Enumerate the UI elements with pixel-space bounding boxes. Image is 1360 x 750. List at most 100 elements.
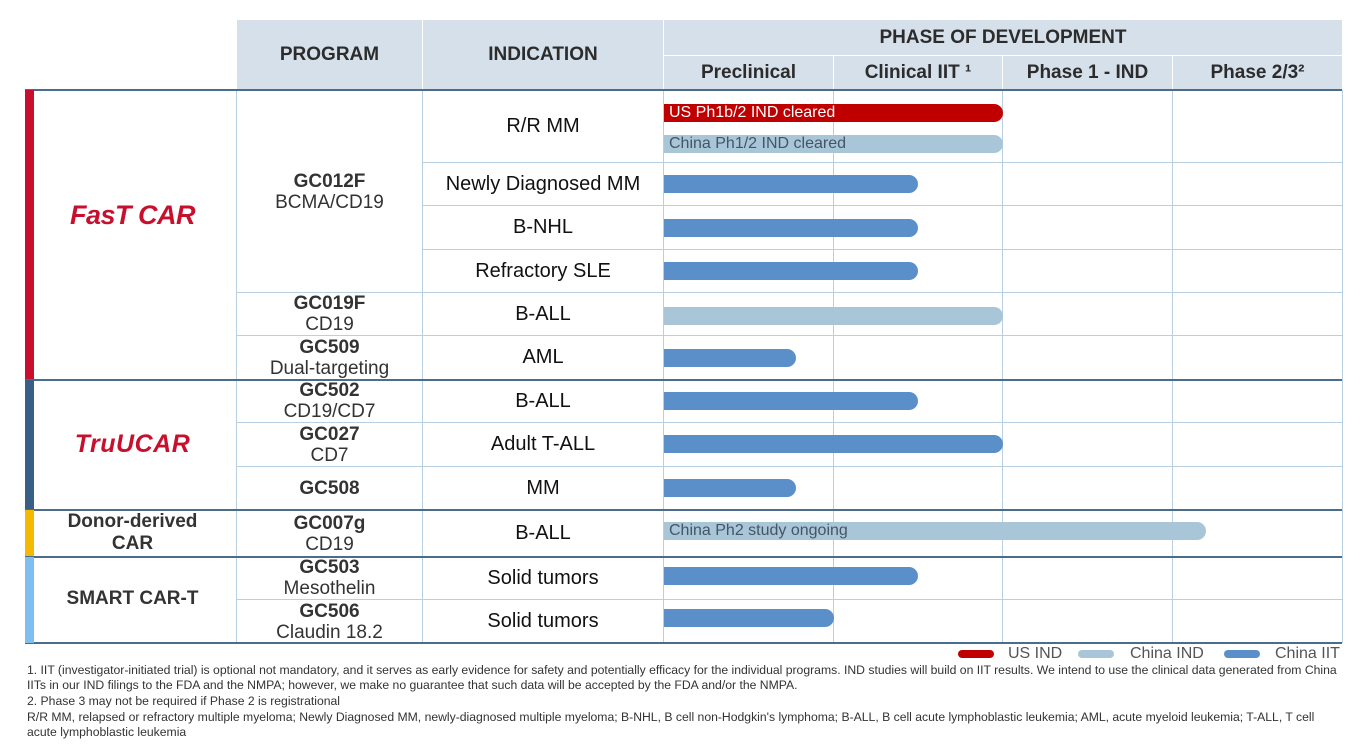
bar-label: US Ph1b/2 IND cleared	[669, 104, 836, 121]
program-cell-gc019f: GC019F CD19	[237, 293, 422, 335]
program-code: GC503	[299, 557, 360, 578]
program-cell-gc007g: GC007g CD19	[237, 511, 422, 556]
bar-gc012f-r-r-mm	[664, 104, 1003, 122]
program-cell-gc509: GC509 Dual-targeting	[237, 336, 422, 379]
legend-label: US IND	[1008, 645, 1063, 662]
platform-strip-smart-car-t	[25, 557, 34, 643]
indication-b-nhl: B-NHL	[512, 216, 573, 238]
program-cell-gc506: GC506 Claudin 18.2	[237, 600, 422, 643]
legend-swatch-china-ind	[1078, 650, 1114, 658]
bar-gc007g-b-all	[664, 522, 1207, 540]
legend-label: China IND	[1130, 645, 1204, 662]
donor-derived-car-label: Donor-derived CAR	[55, 509, 210, 557]
bar-gc019f-b-all	[664, 307, 1003, 325]
indication-adult-t-all: Adult T-ALL	[490, 433, 596, 455]
grid-vertical-line	[422, 90, 423, 643]
indication-newly-diagnosed-mm: Newly Diagnosed MM	[445, 172, 641, 195]
platform-strip-truucar	[25, 380, 34, 509]
bar-gc012f-refractory-sle	[664, 262, 919, 280]
program-target: Dual-targeting	[269, 357, 390, 379]
bar-gc502-b-all	[664, 392, 919, 410]
program-code: GC506	[299, 600, 360, 622]
bar-gc027-adult-t-all	[664, 435, 1003, 453]
grid-horizontal-line	[237, 599, 1342, 600]
header-phase-1-ind: Phase 1 - IND	[1003, 56, 1172, 89]
program-cell-gc502: GC502 CD19/CD7	[237, 380, 422, 422]
program-target: CD19	[305, 314, 354, 335]
bar-gc503-solid-tumors	[664, 567, 919, 585]
footnote-2: 2. Phase 3 may not be required if Phase …	[27, 694, 340, 708]
footnote-1: 1. IIT (investigator-initiated trial) is…	[27, 663, 1337, 692]
indication-solid-tumors-gc503: Solid tumors	[487, 566, 599, 589]
header-phase-clinical-iit: Clinical IIT ¹	[834, 56, 1002, 89]
platform-separator	[25, 642, 1342, 644]
program-cell-gc012f: GC012F BCMA/CD19	[237, 91, 422, 292]
legend-swatch-china-iit	[1224, 650, 1260, 658]
header-phase-2-3: Phase 2/3²	[1173, 56, 1342, 89]
program-code: GC508	[299, 477, 360, 499]
grid-horizontal-line	[237, 466, 1342, 467]
program-target: CD19	[305, 533, 354, 555]
indication-b-all-gc502: B-ALL	[515, 389, 571, 412]
grid-horizontal-line	[237, 292, 1342, 293]
platform-strip-fastcar	[25, 90, 34, 379]
header-phase-of-development: PHASE OF DEVELOPMENT	[664, 20, 1342, 55]
program-target: BCMA/CD19	[275, 191, 384, 213]
platform-separator	[25, 379, 1342, 381]
program-cell-gc508: GC508	[237, 467, 422, 509]
platform-strip-donor-derived	[25, 510, 34, 556]
program-code: GC502	[299, 380, 360, 401]
bar-gc012f-r-r-mm	[664, 135, 1003, 153]
header-indication: INDICATION	[423, 20, 663, 89]
fastcar-logo-text: FasT CAR	[69, 199, 196, 230]
program-target: CD19/CD7	[283, 401, 376, 422]
grid-horizontal-line	[237, 335, 1342, 336]
bar-gc506-solid-tumors	[664, 609, 834, 627]
grid-vertical-line	[1342, 90, 1343, 643]
grid-vertical-line	[833, 90, 834, 643]
fastcar-logo: FasT CAR	[40, 190, 225, 240]
indication-b-all-gc007g: B-ALL	[515, 522, 571, 544]
grid-vertical-line	[663, 90, 664, 643]
grid-horizontal-line	[423, 249, 1342, 250]
program-code: GC027	[299, 423, 360, 445]
program-code: GC019F	[293, 293, 366, 314]
indication-mm: MM	[526, 476, 560, 499]
footnote-abbreviations: R/R MM, relapsed or refractory multiple …	[27, 710, 1315, 739]
indication-solid-tumors-gc506: Solid tumors	[487, 610, 599, 632]
indication-b-all-gc019f: B-ALL	[515, 302, 571, 325]
program-target: Claudin 18.2	[276, 621, 383, 643]
smart-car-t-text: SMART CAR-T	[66, 588, 199, 609]
indication-refractory-sle: Refractory SLE	[475, 259, 611, 282]
bar-label: China Ph1/2 IND cleared	[669, 135, 846, 152]
program-target: Mesothelin	[283, 578, 376, 599]
platform-separator	[25, 509, 1342, 511]
grid-vertical-line	[1002, 90, 1003, 643]
bar-gc509-aml	[664, 349, 797, 367]
platform-separator	[25, 89, 1342, 91]
donor-derived-car-text: Donor-derived CAR	[67, 511, 198, 554]
header-program: PROGRAM	[237, 20, 422, 89]
grid-horizontal-line	[237, 422, 1342, 423]
smart-car-t-label: SMART CAR-T	[40, 575, 225, 623]
grid-horizontal-line	[423, 205, 1342, 206]
bar-gc508-mm	[664, 479, 797, 497]
program-code: GC007g	[293, 512, 366, 534]
program-cell-gc027: GC027 CD7	[237, 423, 422, 466]
program-target: CD7	[310, 444, 349, 466]
legend-label: China IIT	[1275, 645, 1340, 662]
bar-gc012f-b-nhl	[664, 219, 919, 237]
program-code: GC012F	[293, 170, 366, 192]
platform-separator	[25, 556, 1342, 558]
header-phase-preclinical: Preclinical	[664, 56, 833, 89]
grid-horizontal-line	[423, 162, 1342, 163]
legend-swatch-us-ind	[958, 650, 994, 658]
grid-vertical-line	[236, 90, 237, 643]
bar-gc012f-newly-diagnosed-mm	[664, 175, 919, 193]
program-code: GC509	[299, 336, 360, 358]
grid-vertical-line	[1172, 90, 1173, 643]
truucar-logo: TruUCAR	[40, 422, 225, 467]
bar-label: China Ph2 study ongoing	[669, 522, 848, 539]
indication-rr-mm: R/R MM	[506, 115, 580, 137]
program-cell-gc503: GC503 Mesothelin	[237, 557, 422, 599]
